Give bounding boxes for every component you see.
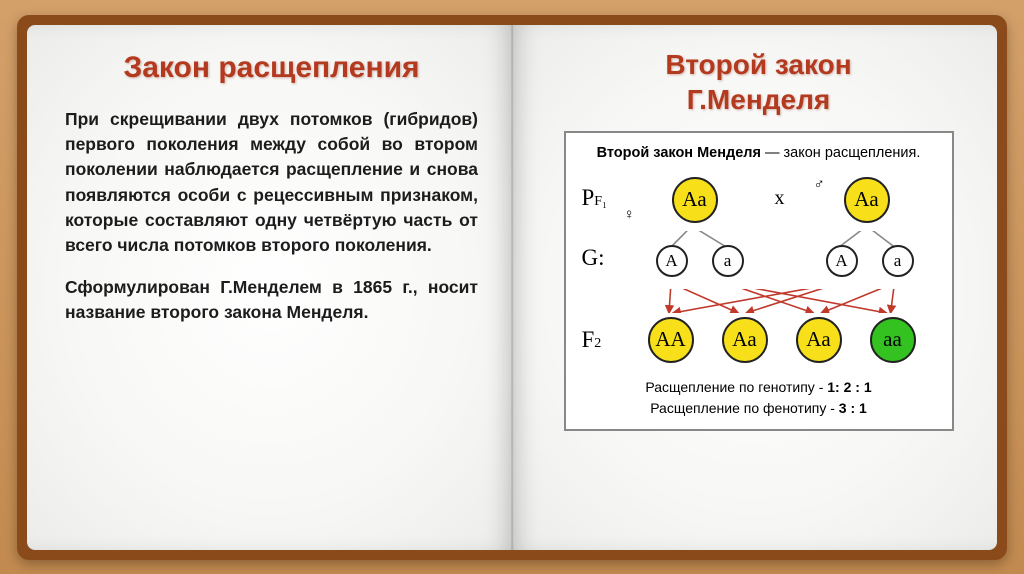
book-inner: Закон расщепления При скрещивании двух п… [27, 25, 997, 550]
right-title-line1: Второй закон [665, 49, 851, 80]
label-P-text: P [582, 185, 595, 210]
row-offspring: F2 AAAaAaaa [580, 313, 938, 371]
diagram-title-rest: — закон расщепления. [761, 145, 920, 161]
ratio-pheno-value: 3 : 1 [839, 400, 867, 416]
left-para2: Сформулирован Г.Менделем в 1865 г., носи… [65, 275, 478, 326]
ratio-geno-value: 1: 2 : 1 [827, 379, 871, 395]
parent-right: Aa [844, 177, 890, 223]
label-F: F [582, 327, 595, 352]
ratio-pheno-label: Расщепление по фенотипу - [650, 400, 839, 416]
book-frame: Закон расщепления При скрещивании двух п… [17, 15, 1007, 560]
label-F-sub: 2 [594, 336, 601, 351]
gamete-0: A [656, 245, 688, 277]
offspring-0: AA [648, 317, 694, 363]
parent-left: Aa [672, 177, 718, 223]
page-left: Закон расщепления При скрещивании двух п… [27, 25, 512, 550]
label-F2: F2 [582, 327, 602, 353]
book-spine [511, 25, 513, 550]
right-title-line2: Г.Менделя [687, 84, 830, 115]
ratio-geno: Расщепление по генотипу - 1: 2 : 1 [580, 377, 938, 398]
gamete-3: a [882, 245, 914, 277]
ratio-pheno: Расщепление по фенотипу - 3 : 1 [580, 398, 938, 419]
cross-lines [580, 289, 938, 313]
row-parents: PF₁ ♀ Aa x ♂ Aa [580, 171, 938, 231]
left-para1: При скрещивании двух потомков (гибридов)… [65, 107, 478, 259]
offspring-3: aa [870, 317, 916, 363]
offspring-2: Aa [796, 317, 842, 363]
diagram-footer: Расщепление по генотипу - 1: 2 : 1 Расще… [580, 377, 938, 419]
left-title: Закон расщепления [65, 51, 478, 85]
label-G: G: [582, 245, 605, 271]
row-gametes: G: AaAa [580, 231, 938, 289]
female-sign: ♀ [624, 207, 635, 224]
page-right: Второй закон Г.Менделя Второй закон Менд… [512, 25, 997, 550]
gamete-2: A [826, 245, 858, 277]
male-sign: ♂ [814, 177, 825, 194]
diagram-title: Второй закон Менделя — закон расщепления… [580, 145, 938, 161]
right-title: Второй закон Г.Менделя [554, 47, 963, 117]
label-P-sub: F₁ [594, 194, 607, 209]
ratio-geno-label: Расщепление по генотипу - [645, 379, 827, 395]
mendel-diagram: Второй закон Менделя — закон расщепления… [564, 131, 954, 431]
cross-sign: x [775, 187, 785, 210]
gamete-1: a [712, 245, 744, 277]
offspring-1: Aa [722, 317, 768, 363]
label-P: PF₁ [582, 185, 607, 211]
row-cross [580, 289, 938, 313]
diagram-title-bold: Второй закон Менделя [597, 145, 761, 161]
